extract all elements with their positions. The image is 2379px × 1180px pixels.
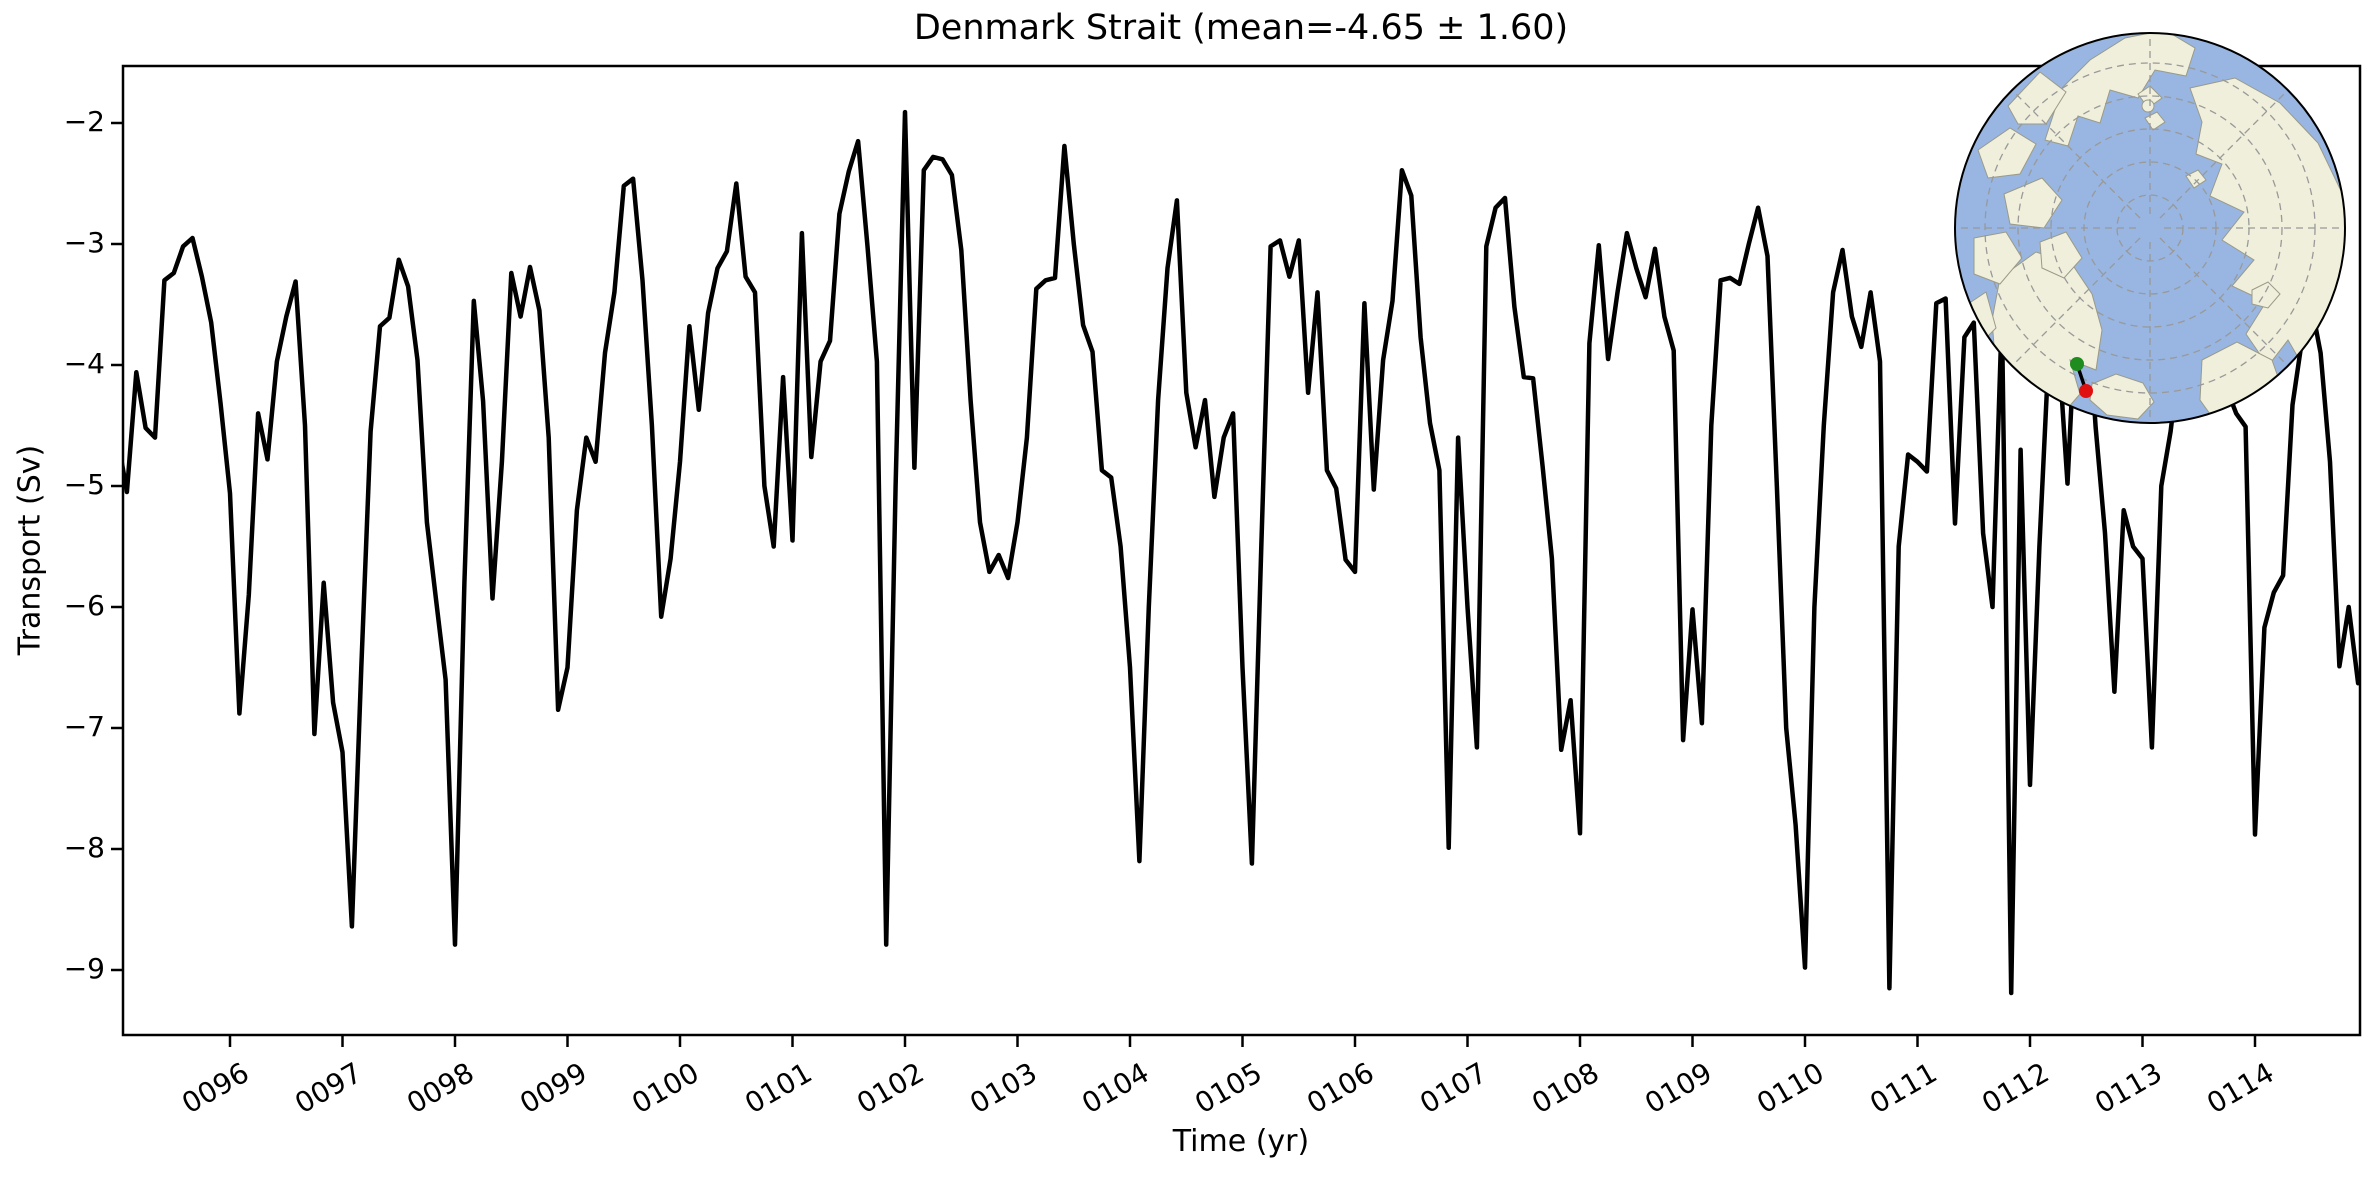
transport-line <box>123 109 2360 996</box>
plot-title: Denmark Strait (mean=-4.65 ± 1.60) <box>913 8 1569 48</box>
map-meridian <box>2011 89 2141 219</box>
y-tick-label: −3 <box>63 226 105 260</box>
y-tick-label: −4 <box>63 347 105 381</box>
y-tick-label: −6 <box>63 589 105 623</box>
y-tick-label: −2 <box>63 105 105 139</box>
map-graticule <box>1955 33 2345 423</box>
y-tick-label: −7 <box>63 710 105 744</box>
map-meridian <box>2159 89 2289 219</box>
green-marker <box>2070 357 2084 371</box>
map-meridian <box>2011 237 2141 367</box>
axes-frame <box>121 64 2362 1037</box>
y-tick-label: −9 <box>63 952 105 986</box>
inset-map <box>1954 32 2346 424</box>
x-axis-label: Time (yr) <box>1172 1124 1310 1159</box>
y-tick-label: −8 <box>63 831 105 865</box>
map-border <box>1954 32 2346 424</box>
y-tick-label: −5 <box>63 468 105 502</box>
axis-ticks <box>111 121 2257 1047</box>
map-meridian <box>2159 237 2289 367</box>
red-marker <box>2079 384 2093 398</box>
